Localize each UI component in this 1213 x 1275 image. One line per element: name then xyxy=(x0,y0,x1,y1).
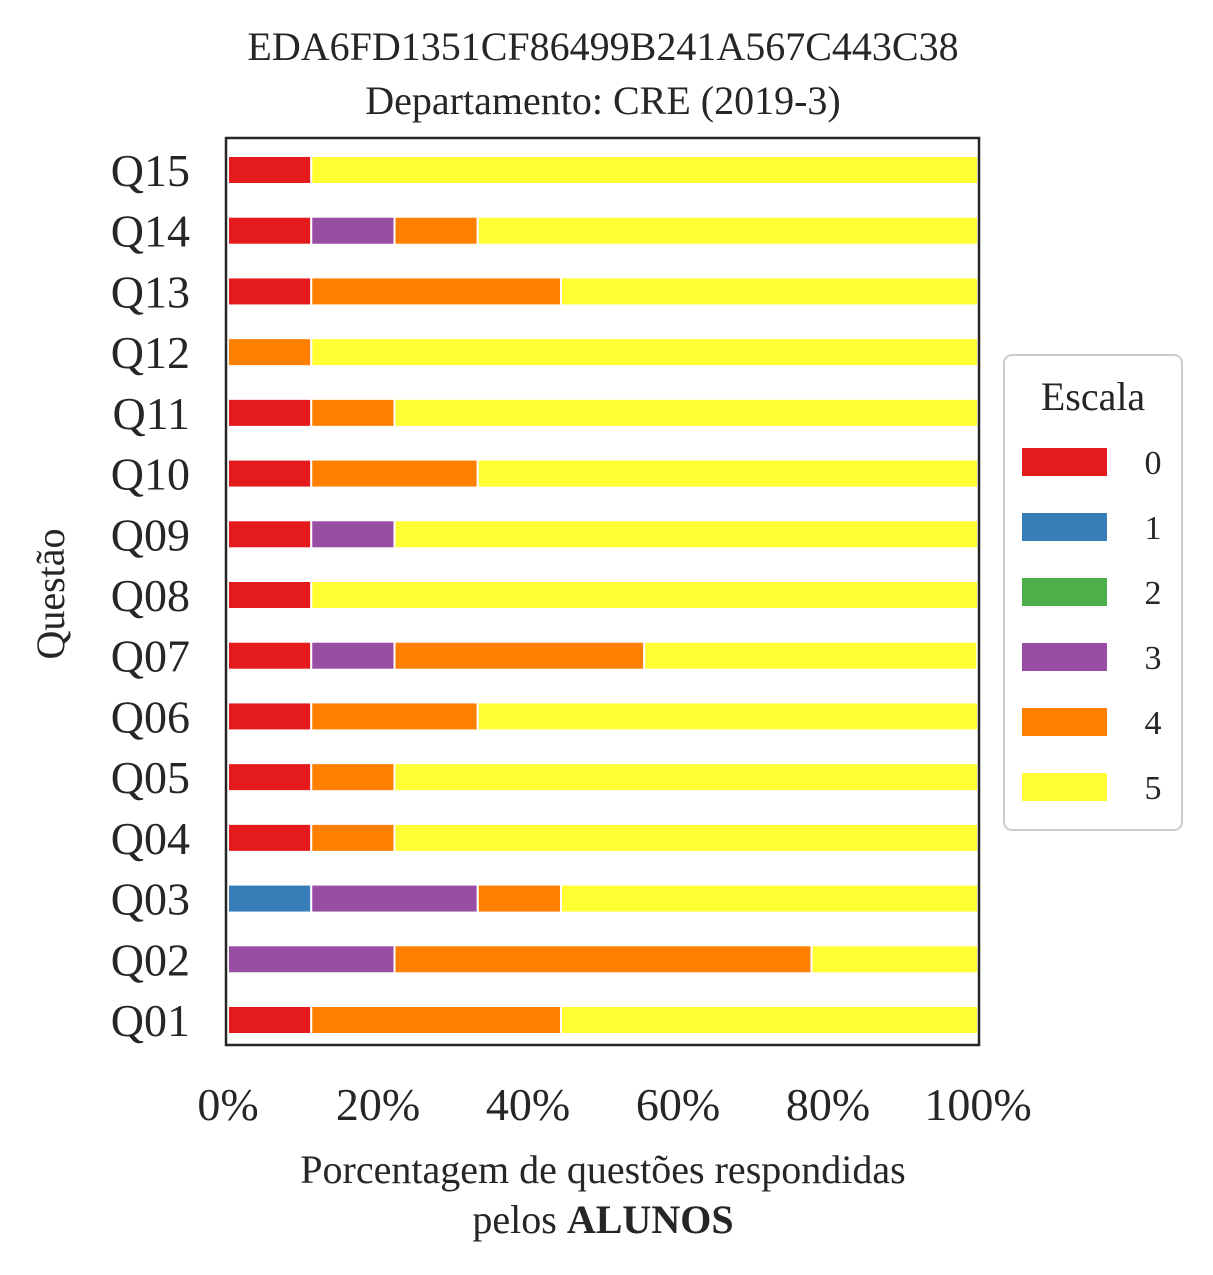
x-tick-label-2: 40% xyxy=(486,1079,570,1130)
bar-segment-q06-scale-0 xyxy=(227,701,313,732)
legend-label-3: 3 xyxy=(1145,640,1162,677)
x-tick-label-5: 100% xyxy=(924,1079,1031,1130)
y-tick-label-q12: Q12 xyxy=(111,327,190,378)
bar-segment-q08-scale-5 xyxy=(310,580,979,610)
bar-segment-q03-scale-4 xyxy=(476,883,562,914)
bar-segment-q04-scale-0 xyxy=(227,822,313,853)
legend-label-4: 4 xyxy=(1145,705,1162,742)
bar-segment-q10-scale-4 xyxy=(310,458,479,489)
bar-segment-q02-scale-3 xyxy=(227,944,396,975)
x-axis-label-prefix: pelos xyxy=(472,1197,566,1242)
bar-segment-q06-scale-5 xyxy=(476,701,979,732)
y-tick-label-q02: Q02 xyxy=(111,934,190,985)
legend-swatch-2 xyxy=(1022,578,1107,606)
bar-segment-q04-scale-5 xyxy=(393,822,979,853)
bar-segment-q12-scale-5 xyxy=(310,337,979,368)
y-tick-label-q03: Q03 xyxy=(111,874,190,925)
bar-segment-q15-scale-0 xyxy=(227,155,313,185)
plot-frame xyxy=(224,136,981,1047)
y-tick-label-q04: Q04 xyxy=(111,813,190,864)
bar-segment-q14-scale-4 xyxy=(393,215,479,246)
bar-segment-q13-scale-0 xyxy=(227,276,313,307)
x-tick-label-3: 60% xyxy=(636,1079,720,1130)
bar-segment-q10-scale-5 xyxy=(476,458,979,489)
legend-items: 0 1 2 3 4 5 xyxy=(1022,445,1162,807)
legend-swatch-0 xyxy=(1022,448,1107,476)
bar-segment-q09-scale-3 xyxy=(310,519,396,550)
bar-segment-q01-scale-0 xyxy=(227,1005,313,1035)
legend-label-1: 1 xyxy=(1145,510,1162,547)
bar-segment-q06-scale-4 xyxy=(310,701,479,732)
legend: Escala 0 1 2 3 4 5 xyxy=(1003,354,1183,831)
x-axis-label-line1: Porcentagem de questões respondidas xyxy=(300,1147,905,1192)
y-tick-label-q05: Q05 xyxy=(111,752,190,803)
chart-title: EDA6FD1351CF86499B241A567C443C38 xyxy=(247,24,958,69)
y-tick-label-q01: Q01 xyxy=(111,995,190,1046)
bar-segment-q03-scale-3 xyxy=(310,883,479,914)
bar-segment-q05-scale-5 xyxy=(393,762,979,793)
bars-group xyxy=(227,155,979,1035)
y-tick-label-q14: Q14 xyxy=(111,206,190,257)
bar-segment-q03-scale-1 xyxy=(227,883,313,914)
y-tick-label-q08: Q08 xyxy=(111,570,190,621)
legend-swatch-5 xyxy=(1022,773,1107,801)
y-axis-label: Questão xyxy=(28,528,73,659)
y-tick-label-q09: Q09 xyxy=(111,509,190,560)
x-tick-labels: 0% 20% 40% 60% 80% 100% xyxy=(197,1079,1031,1130)
bar-segment-q15-scale-5 xyxy=(310,155,979,185)
bar-segment-q09-scale-0 xyxy=(227,519,313,550)
x-tick-label-0: 0% xyxy=(197,1079,258,1130)
x-tick-label-4: 80% xyxy=(786,1079,870,1130)
bar-segment-q07-scale-3 xyxy=(310,640,396,671)
bar-segment-q12-scale-4 xyxy=(227,337,313,368)
bar-segment-q13-scale-5 xyxy=(560,276,979,307)
bar-segment-q04-scale-4 xyxy=(310,822,396,853)
y-tick-label-q10: Q10 xyxy=(111,449,190,500)
legend-label-5: 5 xyxy=(1145,770,1162,807)
bar-segment-q14-scale-5 xyxy=(476,215,979,246)
bar-segment-q08-scale-0 xyxy=(227,580,313,610)
y-tick-labels: Q01 Q02 Q03 Q04 Q05 Q06 Q07 Q08 Q09 Q10 Q11 Q12 Q13 Q… xyxy=(111,145,190,1046)
chart-subtitle: Departamento: CRE (2019-3) xyxy=(365,78,840,123)
bar-segment-q11-scale-4 xyxy=(310,397,396,428)
x-tick-label-1: 20% xyxy=(336,1079,420,1130)
bar-segment-q05-scale-0 xyxy=(227,762,313,793)
bar-segment-q05-scale-4 xyxy=(310,762,396,793)
y-tick-label-q13: Q13 xyxy=(111,266,190,317)
legend-swatch-1 xyxy=(1022,513,1107,541)
y-tick-label-q07: Q07 xyxy=(111,631,190,682)
y-tick-label-q06: Q06 xyxy=(111,691,190,742)
bar-segment-q02-scale-5 xyxy=(810,944,979,975)
legend-swatch-4 xyxy=(1022,708,1107,736)
bar-segment-q14-scale-3 xyxy=(310,215,396,246)
bar-segment-q11-scale-0 xyxy=(227,397,313,428)
bar-segment-q14-scale-0 xyxy=(227,215,313,246)
legend-label-2: 2 xyxy=(1145,575,1162,612)
bar-segment-q09-scale-5 xyxy=(393,519,979,550)
bar-segment-q03-scale-5 xyxy=(560,883,979,914)
bar-segment-q10-scale-0 xyxy=(227,458,313,489)
x-axis-label-line2: pelos ALUNOS xyxy=(472,1197,733,1242)
x-axis-label-bold: ALUNOS xyxy=(567,1197,734,1242)
y-tick-label-q15: Q15 xyxy=(111,145,190,196)
bar-segment-q01-scale-5 xyxy=(560,1005,979,1035)
bar-segment-q07-scale-0 xyxy=(227,640,313,671)
legend-title: Escala xyxy=(1041,374,1146,419)
legend-swatch-3 xyxy=(1022,643,1107,671)
bar-segment-q01-scale-4 xyxy=(310,1005,562,1035)
y-tick-label-q11: Q11 xyxy=(112,388,190,439)
legend-label-0: 0 xyxy=(1145,445,1162,482)
bar-segment-q07-scale-5 xyxy=(643,640,979,671)
bar-segment-q07-scale-4 xyxy=(393,640,646,671)
bar-segment-q02-scale-4 xyxy=(393,944,813,975)
bar-segment-q11-scale-5 xyxy=(393,397,979,428)
bar-segment-q13-scale-4 xyxy=(310,276,562,307)
